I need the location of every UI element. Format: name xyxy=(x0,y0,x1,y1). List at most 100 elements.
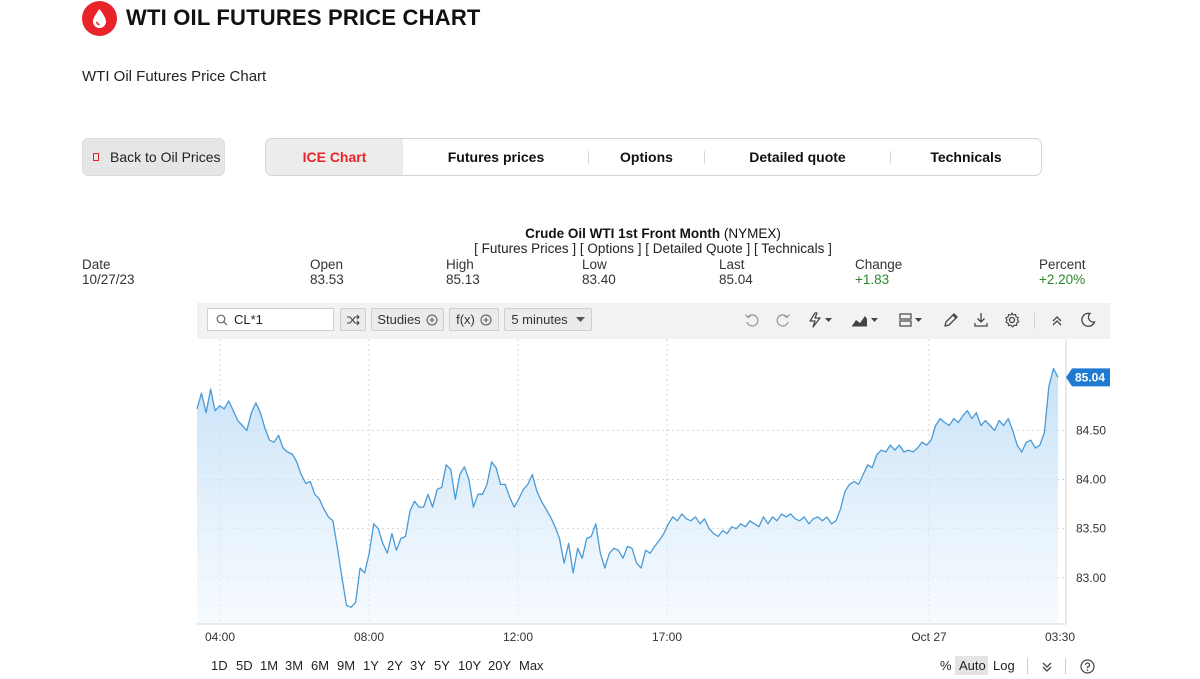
high-value: 85.13 xyxy=(446,272,480,287)
toolbar-divider xyxy=(1034,313,1035,329)
brand-logo xyxy=(82,1,117,36)
tab-divider xyxy=(704,151,705,164)
price-line xyxy=(196,367,1059,608)
range-button-1d[interactable]: 1D xyxy=(211,658,228,673)
range-button-2y[interactable]: 2Y xyxy=(387,658,403,673)
settings-button[interactable] xyxy=(1002,310,1022,330)
tab-detailed-quote[interactable]: Detailed quote xyxy=(705,139,890,175)
download-icon xyxy=(974,313,988,327)
tab-label: ICE Chart xyxy=(302,149,367,165)
undo-icon xyxy=(745,314,759,327)
symbol-value: CL*1 xyxy=(234,312,263,327)
tab-futures-prices[interactable]: Futures prices xyxy=(403,139,589,175)
x-tick-label: 12:00 xyxy=(503,630,533,644)
chart-type-button[interactable] xyxy=(851,310,881,330)
range-button-1y[interactable]: 1Y xyxy=(363,658,379,673)
page-subtitle: WTI Oil Futures Price Chart xyxy=(82,68,267,85)
settings-icon xyxy=(1005,312,1020,328)
tab-divider xyxy=(588,151,589,164)
dark-mode-icon xyxy=(1081,312,1096,327)
price-area xyxy=(197,368,1058,624)
y-axis-ticks: 83.00 83.50 84.00 84.50 xyxy=(1076,423,1106,584)
change-value: +1.83 xyxy=(855,272,890,287)
change-label: Change xyxy=(855,257,903,272)
chart-tab-bar: ICE Chart Futures prices Options Detaile… xyxy=(265,138,1042,176)
percent-scale-button[interactable]: % xyxy=(940,658,952,673)
draw-button[interactable] xyxy=(941,310,961,330)
tab-label: Options xyxy=(620,149,673,165)
compare-button[interactable] xyxy=(340,308,366,331)
functions-button[interactable]: f(x) xyxy=(449,308,499,331)
range-button-9m[interactable]: 9M xyxy=(337,658,356,673)
last-label: Last xyxy=(719,257,745,272)
range-button-20y[interactable]: 20Y xyxy=(488,658,512,673)
back-to-oil-prices-button[interactable]: Back to Oil Prices xyxy=(82,138,225,176)
range-button-6m[interactable]: 6M xyxy=(311,658,330,673)
tab-label: Futures prices xyxy=(447,149,545,165)
tab-options[interactable]: Options xyxy=(589,139,704,175)
range-divider xyxy=(1065,658,1066,674)
compare-icon xyxy=(347,314,360,325)
range-button-5y[interactable]: 5Y xyxy=(434,658,450,673)
date-label: Date xyxy=(82,257,111,272)
layout-button[interactable] xyxy=(898,310,928,330)
range-button-10y[interactable]: 10Y xyxy=(458,658,482,673)
back-square-icon xyxy=(93,153,99,161)
studies-button[interactable]: Studies xyxy=(371,308,444,331)
chart-type-icon xyxy=(852,316,878,327)
expand-button[interactable] xyxy=(1041,660,1053,678)
download-button[interactable] xyxy=(971,310,991,330)
functions-label: f(x) xyxy=(456,312,475,327)
range-button-3y[interactable]: 3Y xyxy=(410,658,426,673)
collapse-button[interactable] xyxy=(1047,310,1067,330)
dark-mode-button[interactable] xyxy=(1078,310,1098,330)
y-tick-label: 83.50 xyxy=(1076,522,1106,536)
redo-button[interactable] xyxy=(773,310,793,330)
range-button-max[interactable]: Max xyxy=(519,658,544,673)
x-tick-label: 03:30 xyxy=(1045,630,1075,644)
page-title: WTI OIL FUTURES PRICE CHART xyxy=(126,5,481,30)
range-button-5d[interactable]: 5D xyxy=(236,658,253,673)
drawing-tools-button[interactable] xyxy=(806,310,836,330)
tab-label: Detailed quote xyxy=(749,149,846,165)
interval-label: 5 minutes xyxy=(511,312,568,327)
add-circle-icon xyxy=(480,314,492,325)
x-tick-label: Oct 27 xyxy=(911,630,947,644)
log-scale-button[interactable]: Log xyxy=(993,658,1015,673)
exchange-name: (NYMEX) xyxy=(723,226,781,241)
instrument-name: Crude Oil WTI 1st Front Month xyxy=(525,226,721,241)
x-tick-label: 08:00 xyxy=(354,630,384,644)
search-icon xyxy=(216,314,228,325)
back-button-label: Back to Oil Prices xyxy=(110,149,221,165)
percent-label: Percent xyxy=(1039,257,1086,272)
low-label: Low xyxy=(582,257,607,272)
tab-divider xyxy=(890,151,891,164)
auto-scale-button[interactable]: Auto xyxy=(959,658,986,673)
last-price-label: 85.04 xyxy=(1075,370,1105,384)
quote-links[interactable]: [ Futures Prices ] [ Options ] [ Detaile… xyxy=(474,241,832,256)
interval-select[interactable]: 5 minutes xyxy=(504,308,592,331)
y-tick-label: 83.00 xyxy=(1076,571,1106,585)
open-label: Open xyxy=(310,257,344,272)
tab-ice-chart[interactable]: ICE Chart xyxy=(266,139,403,175)
help-button[interactable] xyxy=(1080,659,1095,679)
open-value: 83.53 xyxy=(310,272,344,287)
tab-label: Technicals xyxy=(930,149,1002,165)
y-tick-label: 84.50 xyxy=(1076,423,1106,437)
last-value: 85.04 xyxy=(719,272,753,287)
x-axis-ticks: 04:00 08:00 12:00 17:00 Oct 27 03:30 xyxy=(205,630,1075,644)
y-tick-label: 84.00 xyxy=(1076,473,1106,487)
last-price-marker: 85.04 xyxy=(1066,368,1110,387)
undo-button[interactable] xyxy=(742,310,762,330)
low-value: 83.40 xyxy=(582,272,616,287)
tab-technicals[interactable]: Technicals xyxy=(891,139,1041,175)
range-button-1m[interactable]: 1M xyxy=(260,658,279,673)
percent-value: +2.20% xyxy=(1039,272,1086,287)
range-button-3m[interactable]: 3M xyxy=(285,658,304,673)
pencil-icon xyxy=(944,313,958,327)
symbol-search-input[interactable]: CL*1 xyxy=(207,308,334,331)
layout-icon xyxy=(899,313,922,327)
x-tick-label: 04:00 xyxy=(205,630,235,644)
chevrons-down-icon xyxy=(1042,662,1052,672)
